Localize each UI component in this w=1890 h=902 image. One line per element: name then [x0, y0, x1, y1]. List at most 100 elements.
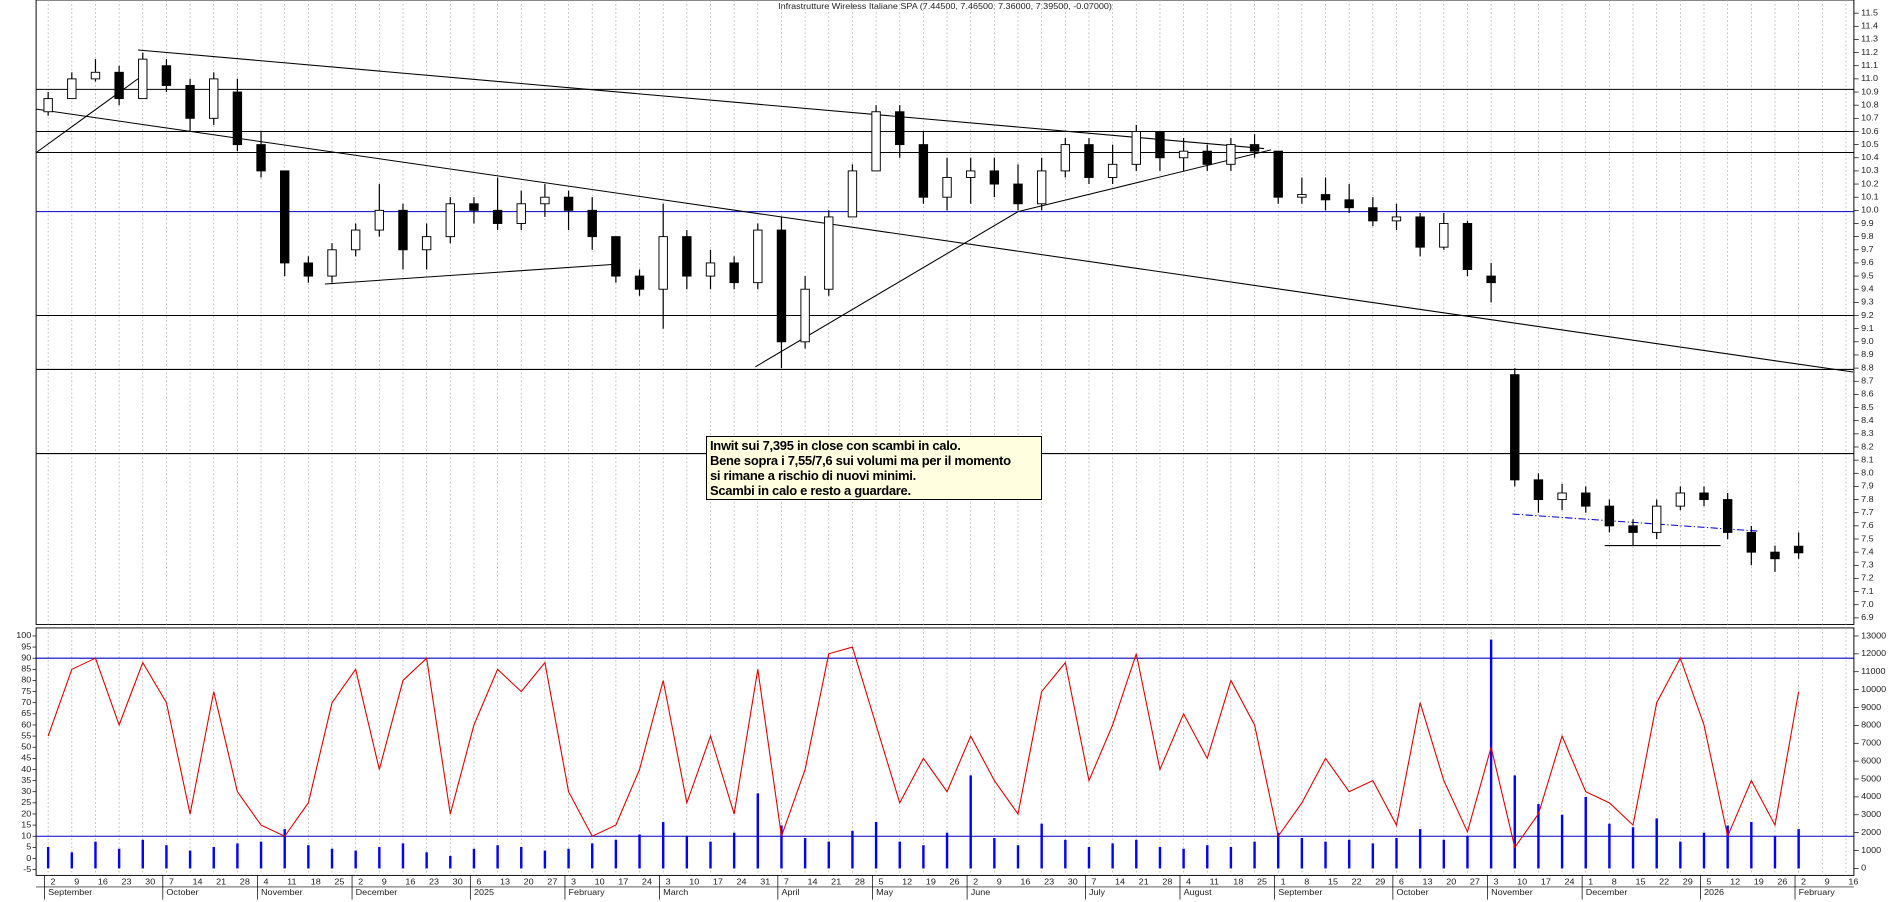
- volume-bar: [1631, 827, 1635, 869]
- volume-bar: [1016, 845, 1020, 869]
- candle-body: [1249, 144, 1260, 152]
- y2-tick-label: 0: [1861, 863, 1866, 873]
- candle-body: [563, 196, 574, 211]
- x-tick-label: 5: [1706, 877, 1711, 887]
- month-label: May: [876, 887, 894, 897]
- volume-bar: [614, 839, 618, 869]
- candle-body: [776, 229, 787, 343]
- y-tick-label: 100: [16, 630, 31, 640]
- trendline: [1512, 513, 1759, 532]
- x-tick-label: 19: [1754, 877, 1764, 887]
- y-tick-label: 0: [26, 853, 31, 863]
- x-tick-label: 16: [98, 877, 108, 887]
- trendline: [35, 73, 146, 153]
- y-tick-label: 60: [21, 719, 31, 729]
- candle-body: [682, 236, 692, 277]
- volume-bar: [1679, 841, 1682, 869]
- x-tick-label: 20: [1446, 877, 1456, 887]
- y-tick-label: 8.7: [1861, 376, 1874, 386]
- y-tick-label: 40: [21, 764, 31, 774]
- candle-body: [1533, 479, 1544, 501]
- volume-bar: [496, 845, 499, 869]
- y-tick-label: 7.6: [1861, 520, 1874, 530]
- x-tick-label: 4: [1186, 877, 1191, 887]
- candle-body: [753, 229, 763, 284]
- y-tick-label: 80: [21, 675, 31, 685]
- candle-body: [421, 236, 432, 251]
- volume-bar: [165, 845, 168, 869]
- x-tick-label: 16: [1020, 877, 1030, 887]
- candle-body: [634, 275, 645, 290]
- x-tick-label: 8: [1612, 877, 1617, 887]
- volume-bar: [1395, 838, 1398, 869]
- x-tick-label: 2: [973, 877, 978, 887]
- candle-body: [1557, 492, 1567, 501]
- candle-body: [1368, 207, 1378, 222]
- y-tick-label: 11.2: [1861, 47, 1878, 57]
- x-tick-label: 27: [1470, 877, 1480, 887]
- volume-bar: [1229, 846, 1233, 869]
- candle-body: [1652, 505, 1662, 533]
- candle-body: [1604, 505, 1615, 527]
- x-tick-label: 21: [216, 877, 226, 887]
- x-tick-label: 7: [169, 877, 174, 887]
- candle-body: [398, 209, 408, 251]
- x-tick-label: 8: [1304, 877, 1309, 887]
- volume-bar: [922, 845, 925, 869]
- volume-bar: [638, 834, 641, 869]
- x-tick-label: 15: [1328, 877, 1338, 887]
- y2-tick-label: 4000: [1861, 791, 1881, 801]
- x-tick-label: 28: [1162, 877, 1172, 887]
- y-tick-label: 9.5: [1861, 271, 1874, 281]
- month-label: 2026: [1704, 887, 1724, 897]
- month-label: December: [1586, 887, 1628, 897]
- candle-body: [1320, 194, 1331, 201]
- y-tick-label: 90: [21, 653, 31, 663]
- volume-bar: [685, 836, 689, 869]
- x-tick-label: 13: [1423, 877, 1433, 887]
- volume-bar: [732, 832, 736, 869]
- candle-body: [1391, 216, 1402, 222]
- volume-bar: [780, 825, 783, 869]
- y2-tick-label: 9000: [1861, 702, 1881, 712]
- annotation-line: Bene sopra i 7,55/7,6 sui volumi ma per …: [710, 453, 1011, 468]
- x-tick-label: 28: [240, 877, 250, 887]
- y2-tick-label: 1000: [1861, 845, 1881, 855]
- candle-body: [445, 203, 455, 238]
- y-tick-label: 85: [21, 664, 31, 674]
- candle-body: [1675, 492, 1686, 507]
- volume-bar: [1418, 829, 1422, 869]
- y-tick-label: 11.3: [1861, 34, 1878, 44]
- annotation-line: Scambi in calo e resto a guardare.: [710, 483, 911, 498]
- candle-body: [800, 288, 810, 343]
- month-label: February: [569, 887, 606, 897]
- y-tick-label: 10.0: [1861, 205, 1879, 215]
- volume-bar: [1253, 841, 1256, 869]
- y-tick-label: 10.5: [1861, 139, 1879, 149]
- y-tick-label: 10.1: [1861, 192, 1879, 202]
- y-tick-label: -5: [23, 864, 31, 874]
- month-label: August: [1184, 887, 1213, 897]
- x-tick-label: 22: [1352, 877, 1362, 887]
- volume-bar: [1111, 843, 1114, 869]
- x-tick-label: 24: [1564, 877, 1574, 887]
- month-label: February: [1799, 887, 1836, 897]
- volume-bar: [425, 852, 428, 869]
- x-tick-label: 14: [192, 877, 202, 887]
- x-tick-label: 27: [547, 877, 557, 887]
- x-tick-label: 1: [1588, 877, 1593, 887]
- x-tick-label: 10: [595, 877, 605, 887]
- x-tick-label: 9: [1825, 877, 1830, 887]
- x-tick-label: 4: [263, 877, 268, 887]
- y-tick-label: 10.9: [1861, 86, 1879, 96]
- candle-body: [1722, 499, 1733, 533]
- y-tick-label: 8.0: [1861, 468, 1874, 478]
- candle-body: [209, 78, 219, 119]
- candle-body: [303, 262, 314, 277]
- candle-body: [1178, 150, 1189, 159]
- candle-body: [1699, 492, 1709, 501]
- candle-body: [114, 71, 124, 100]
- volume-bar: [1608, 823, 1611, 869]
- candle-body: [918, 144, 929, 198]
- trendline: [137, 49, 1265, 150]
